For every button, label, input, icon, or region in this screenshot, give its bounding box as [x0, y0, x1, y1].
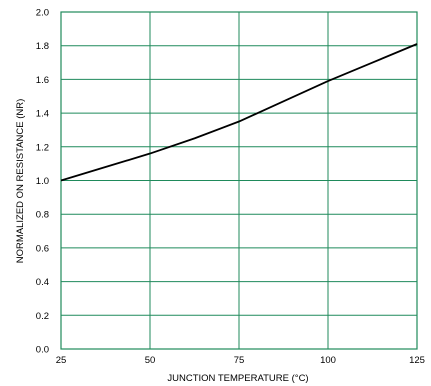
series-group: [60, 43, 418, 182]
series-line: [60, 43, 418, 182]
x-tick-label: 125: [409, 355, 425, 366]
x-tick-labels: 25 50 75 100 125: [56, 355, 425, 366]
y-axis-label: NORMALIZED ON RESISTANCE (NR): [15, 99, 26, 264]
y-tick-label: 2.0: [36, 8, 49, 19]
y-tick-label: 1.0: [36, 176, 49, 187]
y-tick-labels: 0.0 0.2 0.4 0.6 0.8 1.0 1.2 1.4 1.6 1.8 2.0: [36, 8, 49, 356]
y-tick-label: 1.2: [36, 142, 49, 153]
y-tick-label: 0.4: [36, 277, 49, 288]
x-tick-label: 50: [145, 355, 156, 366]
y-tick-label: 1.4: [36, 109, 49, 120]
y-tick-label: 0.6: [36, 243, 49, 254]
x-tick-label: 100: [320, 355, 336, 366]
x-tick-label: 25: [56, 355, 67, 366]
grid: [60, 11, 418, 350]
y-tick-label: 0.0: [36, 345, 49, 356]
y-tick-label: 0.2: [36, 311, 49, 322]
x-axis-label: JUNCTION TEMPERATURE (°C): [167, 373, 308, 384]
y-tick-label: 1.8: [36, 41, 49, 52]
y-tick-label: 0.8: [36, 210, 49, 221]
y-tick-label: 1.6: [36, 75, 49, 86]
x-tick-label: 75: [234, 355, 245, 366]
